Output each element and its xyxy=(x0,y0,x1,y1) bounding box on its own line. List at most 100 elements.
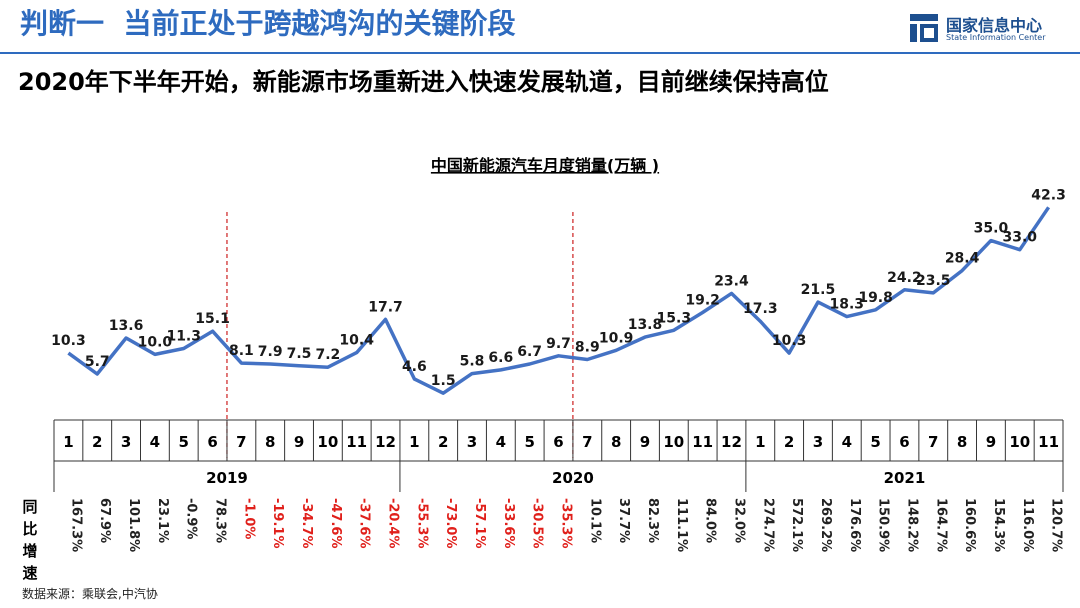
year-label: 2019 xyxy=(206,469,248,487)
month-tick-label: 4 xyxy=(842,433,852,451)
data-label: 6.6 xyxy=(488,350,513,366)
month-tick-label: 7 xyxy=(236,433,246,451)
yoy-row-label-char: 同 xyxy=(22,498,37,516)
month-tick-label: 9 xyxy=(986,433,996,451)
month-tick-label: 2 xyxy=(784,433,794,451)
data-label: 23.4 xyxy=(714,273,749,289)
yoy-label: 37.7% xyxy=(616,498,631,543)
year-label: 2020 xyxy=(552,469,594,487)
yoy-label: 32.0% xyxy=(731,498,746,543)
data-label: 15.3 xyxy=(657,310,692,326)
yoy-row-label-char: 增 xyxy=(22,542,37,560)
yoy-label: -73.0% xyxy=(443,498,458,549)
month-tick-label: 11 xyxy=(346,433,367,451)
data-label: 21.5 xyxy=(801,282,836,298)
chart-title: 中国新能源汽车月度销量(万辆 ) xyxy=(431,156,659,175)
data-source: 数据来源：乘联会,中汽协 xyxy=(22,587,158,601)
page-title: 判断一 当前正处于跨越鸿沟的关键阶段 xyxy=(20,7,516,40)
logo-text: 国家信息中心 xyxy=(946,16,1043,35)
yoy-label: 274.7% xyxy=(760,498,775,552)
yoy-label: 150.9% xyxy=(876,498,891,552)
logo: 国家信息中心 State Information Center xyxy=(910,12,1070,46)
yoy-label: 111.1% xyxy=(674,498,689,552)
data-label: 23.5 xyxy=(916,273,951,289)
month-tick-label: 2 xyxy=(92,433,102,451)
month-tick-label: 7 xyxy=(582,433,592,451)
data-label: 10.9 xyxy=(599,330,634,346)
yoy-label: -20.4% xyxy=(386,498,401,549)
yoy-label: 160.6% xyxy=(962,498,977,552)
month-tick-label: 2 xyxy=(438,433,448,451)
yoy-label: 154.3% xyxy=(991,498,1006,552)
month-tick-label: 9 xyxy=(640,433,650,451)
year-label: 2021 xyxy=(884,469,926,487)
yoy-row-label-char: 比 xyxy=(22,520,37,538)
data-label: 15.1 xyxy=(195,311,230,327)
yoy-label: 120.7% xyxy=(1049,498,1064,552)
month-tick-label: 9 xyxy=(294,433,304,451)
logo-subtext: State Information Center xyxy=(946,33,1046,42)
data-label: 10.0 xyxy=(138,334,173,350)
yoy-label: 10.1% xyxy=(587,498,602,543)
yoy-label: -47.6% xyxy=(328,498,343,549)
yoy-label: -55.3% xyxy=(414,498,429,549)
yoy-label: 23.1% xyxy=(155,498,170,543)
data-label: 13.8 xyxy=(628,317,663,333)
data-label: 11.3 xyxy=(166,329,201,345)
data-label: 1.5 xyxy=(431,373,456,389)
month-tick-label: 3 xyxy=(813,433,823,451)
month-tick-label: 6 xyxy=(207,433,217,451)
month-tick-label: 10 xyxy=(1009,433,1030,451)
data-label: 5.7 xyxy=(85,354,110,370)
month-tick-label: 7 xyxy=(928,433,938,451)
data-label: 5.8 xyxy=(460,354,485,370)
yoy-label: 176.6% xyxy=(847,498,862,552)
yoy-label: -34.7% xyxy=(299,498,314,549)
month-tick-label: 11 xyxy=(692,433,713,451)
yoy-label: -57.1% xyxy=(472,498,487,549)
yoy-label: -19.1% xyxy=(270,498,285,549)
data-label: 35.0 xyxy=(974,221,1009,237)
yoy-label: -33.6% xyxy=(501,498,516,549)
month-tick-label: 8 xyxy=(265,433,275,451)
month-tick-label: 5 xyxy=(179,433,189,451)
month-tick-label: 1 xyxy=(755,433,765,451)
data-label: 28.4 xyxy=(945,251,980,267)
month-tick-label: 4 xyxy=(496,433,506,451)
yoy-label: 101.8% xyxy=(126,498,141,552)
data-label: 7.5 xyxy=(287,346,312,362)
month-tick-label: 1 xyxy=(409,433,419,451)
month-tick-label: 1 xyxy=(63,433,73,451)
yoy-label: 148.2% xyxy=(904,498,919,552)
data-label: 10.4 xyxy=(339,333,374,349)
month-tick-label: 4 xyxy=(150,433,160,451)
data-label: 17.7 xyxy=(368,299,403,315)
data-label: 18.3 xyxy=(830,297,865,313)
data-label: 42.3 xyxy=(1031,187,1066,203)
yoy-label: 78.3% xyxy=(213,498,228,543)
month-tick-label: 11 xyxy=(1038,433,1059,451)
month-tick-label: 12 xyxy=(375,433,396,451)
month-tick-label: 3 xyxy=(121,433,131,451)
data-label: 33.0 xyxy=(1002,230,1037,246)
data-label: 8.9 xyxy=(575,339,600,355)
yoy-label: 167.3% xyxy=(68,498,83,552)
data-label: 7.9 xyxy=(258,344,283,360)
yoy-label: -1.0% xyxy=(241,498,256,539)
month-tick-label: 5 xyxy=(524,433,534,451)
data-label: 4.6 xyxy=(402,359,427,375)
data-label: 8.1 xyxy=(229,343,254,359)
data-label: 10.3 xyxy=(51,333,86,349)
data-label: 19.8 xyxy=(858,290,893,306)
month-tick-label: 8 xyxy=(611,433,621,451)
data-label: 17.3 xyxy=(743,301,778,317)
month-tick-label: 12 xyxy=(721,433,742,451)
yoy-label: 116.0% xyxy=(1020,498,1035,552)
data-label: 6.7 xyxy=(517,344,542,360)
data-label: 24.2 xyxy=(887,270,922,286)
page-subtitle: 2020年下半年开始，新能源市场重新进入快速发展轨道，目前继续保持高位 xyxy=(18,68,829,96)
yoy-label: 269.2% xyxy=(818,498,833,552)
yoy-label: 84.0% xyxy=(703,498,718,543)
logo-icon xyxy=(910,14,938,42)
data-label: 13.6 xyxy=(109,318,144,334)
